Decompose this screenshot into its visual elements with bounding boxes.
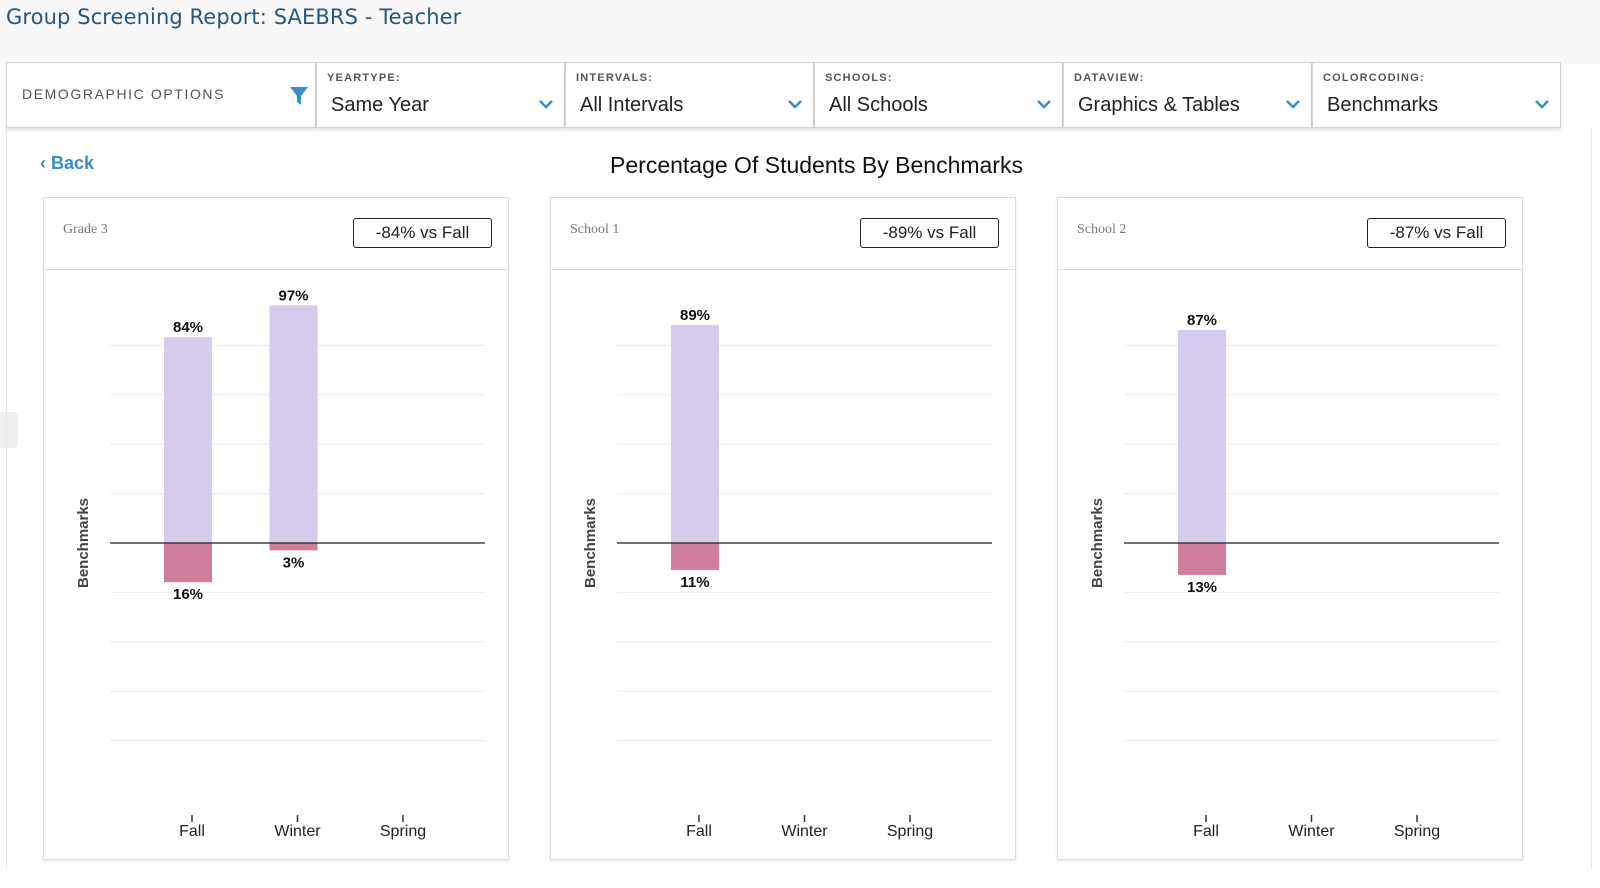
bar-below-benchmark bbox=[269, 543, 318, 551]
page-header: Group Screening Report: SAEBRS - Teacher bbox=[0, 0, 1600, 64]
colorcoding-dropdown[interactable]: COLORCODING: Benchmarks bbox=[1312, 62, 1561, 128]
back-label: Back bbox=[51, 153, 95, 173]
x-tick-label: Winter bbox=[781, 823, 828, 840]
data-label: 3% bbox=[283, 554, 305, 571]
panel-title: School 1 bbox=[570, 222, 620, 237]
intervals-dropdown[interactable]: INTERVALS: All Intervals bbox=[565, 62, 814, 128]
data-label: 84% bbox=[173, 319, 203, 336]
y-axis-label: Benchmarks bbox=[582, 498, 599, 588]
bar-chart: Benchmarks 89% 11% Fall Winter Spring bbox=[582, 307, 992, 840]
chevron-down-icon bbox=[1535, 100, 1549, 109]
x-tick-label: Winter bbox=[1288, 823, 1335, 840]
intervals-value: All Intervals bbox=[580, 94, 684, 116]
bar-chart: Benchmarks 84% 16% Fall 97% 3% Winter Spring bbox=[75, 287, 485, 840]
x-tick-label: Spring bbox=[887, 823, 933, 840]
demographic-options-label: DEMOGRAPHIC OPTIONS bbox=[22, 86, 226, 102]
page-title: Group Screening Report: SAEBRS - Teacher bbox=[6, 5, 462, 29]
data-label: 13% bbox=[1187, 579, 1217, 596]
bar-above-benchmark bbox=[1178, 329, 1226, 543]
data-label: 89% bbox=[680, 307, 710, 324]
panel-header: Grade 3 -84% vs Fall bbox=[44, 198, 508, 270]
chevron-down-icon bbox=[1037, 100, 1051, 109]
data-label: 11% bbox=[680, 574, 709, 591]
bar-above-benchmark bbox=[269, 305, 318, 543]
back-link[interactable]: ‹ Back bbox=[40, 153, 94, 174]
chart-panel-grade-3: Benchmarks 84% 16% Fall 97% 3% Winter Spring Gr… bbox=[43, 197, 509, 860]
data-label: 87% bbox=[1187, 312, 1217, 329]
change-badge: -87% vs Fall bbox=[1367, 218, 1506, 248]
x-tick-label: Spring bbox=[380, 823, 426, 840]
dataview-dropdown[interactable]: DATAVIEW: Graphics & Tables bbox=[1063, 62, 1312, 128]
panel-header: School 2 -87% vs Fall bbox=[1058, 198, 1522, 270]
dataview-value: Graphics & Tables bbox=[1078, 94, 1240, 116]
x-tick-label: Winter bbox=[274, 823, 321, 840]
colorcoding-label: COLORCODING: bbox=[1323, 72, 1425, 84]
demographic-options-button[interactable]: DEMOGRAPHIC OPTIONS bbox=[6, 62, 316, 128]
panel-title: School 2 bbox=[1077, 222, 1127, 237]
chart-panel-school-2: Benchmarks 87% 13% Fall Winter Spring School … bbox=[1057, 197, 1523, 860]
colorcoding-value: Benchmarks bbox=[1327, 94, 1439, 116]
chevron-left-icon: ‹ bbox=[40, 153, 46, 173]
y-axis-label: Benchmarks bbox=[1089, 498, 1106, 588]
x-tick-label: Spring bbox=[1394, 823, 1440, 840]
side-scroll-handle[interactable] bbox=[0, 412, 18, 448]
intervals-label: INTERVALS: bbox=[576, 72, 653, 84]
yeartype-value: Same Year bbox=[331, 94, 429, 116]
x-tick-label: Fall bbox=[1193, 823, 1219, 840]
schools-dropdown[interactable]: SCHOOLS: All Schools bbox=[814, 62, 1063, 128]
data-label: 97% bbox=[278, 287, 308, 304]
yeartype-label: YEARTYPE: bbox=[327, 72, 401, 84]
bar-above-benchmark bbox=[164, 337, 212, 543]
panel-header: School 1 -89% vs Fall bbox=[551, 198, 1015, 270]
chart-title: Percentage Of Students By Benchmarks bbox=[610, 152, 1023, 178]
yeartype-dropdown[interactable]: YEARTYPE: Same Year bbox=[316, 62, 565, 128]
bar-above-benchmark bbox=[671, 324, 719, 543]
chevron-down-icon bbox=[1286, 100, 1300, 109]
schools-value: All Schools bbox=[829, 94, 928, 116]
chart-panel-school-1: Benchmarks 89% 11% Fall Winter Spring School … bbox=[550, 197, 1016, 860]
chevron-down-icon bbox=[788, 100, 802, 109]
chevron-down-icon bbox=[539, 100, 553, 109]
data-label: 16% bbox=[173, 586, 203, 603]
filter-icon bbox=[290, 87, 308, 105]
bar-chart: Benchmarks 87% 13% Fall Winter Spring bbox=[1089, 312, 1499, 840]
bar-below-benchmark bbox=[164, 543, 212, 583]
change-badge: -84% vs Fall bbox=[353, 218, 492, 248]
report-content bbox=[6, 128, 1592, 868]
bar-below-benchmark bbox=[671, 543, 719, 570]
dataview-label: DATAVIEW: bbox=[1074, 72, 1145, 84]
change-badge: -89% vs Fall bbox=[860, 218, 999, 248]
y-axis-label: Benchmarks bbox=[75, 498, 92, 588]
x-tick-label: Fall bbox=[179, 823, 205, 840]
bar-below-benchmark bbox=[1178, 543, 1226, 575]
filter-bar: DEMOGRAPHIC OPTIONS YEARTYPE: Same Year … bbox=[6, 62, 1592, 128]
schools-label: SCHOOLS: bbox=[825, 72, 893, 84]
panel-title: Grade 3 bbox=[63, 222, 108, 237]
x-tick-label: Fall bbox=[686, 823, 712, 840]
